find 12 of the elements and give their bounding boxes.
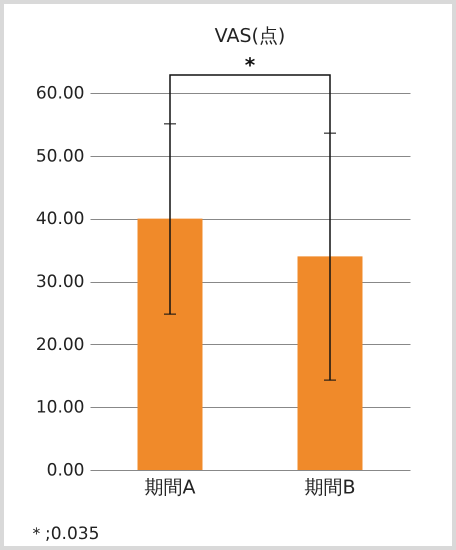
x-tick-label: 期間B: [304, 476, 356, 498]
y-tick-label: 10.00: [36, 398, 84, 418]
y-tick-label: 60.00: [36, 84, 84, 104]
chart-title: VAS(点): [214, 25, 286, 47]
y-tick-label: 50.00: [36, 146, 84, 166]
x-tick-label: 期間A: [144, 476, 196, 498]
text: *: [244, 53, 256, 77]
y-tick-label: 20.00: [36, 334, 84, 355]
y-tick-label: 0.00: [46, 460, 84, 480]
y-tick-label: 40.00: [36, 209, 84, 230]
text: ＊;0.035: [28, 523, 100, 545]
y-tick-label: 30.00: [36, 272, 84, 292]
